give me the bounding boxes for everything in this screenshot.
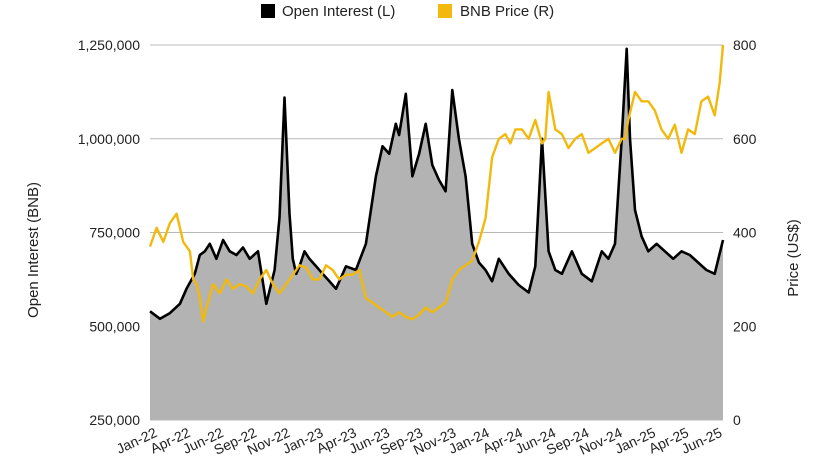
legend: Open Interest (L) BNB Price (R) bbox=[261, 3, 554, 20]
right-axis-ticks: 0 200 400 600 800 bbox=[733, 37, 757, 428]
right-tick-label: 0 bbox=[733, 412, 741, 428]
x-axis-ticks: Jan-22Apr-22Jun-22Sep-22Nov-22Jan-23Apr-… bbox=[114, 424, 725, 458]
right-tick-label: 800 bbox=[733, 37, 757, 53]
plot-area bbox=[149, 47, 725, 421]
left-tick-label: 1,250,000 bbox=[78, 37, 140, 53]
left-tick-label: 500,000 bbox=[89, 318, 140, 334]
right-tick-label: 600 bbox=[733, 131, 757, 147]
legend-label-open-interest: Open Interest (L) bbox=[282, 3, 395, 20]
legend-swatch-bnb-price bbox=[438, 4, 452, 18]
right-axis-title: Price (US$) bbox=[785, 219, 802, 297]
left-axis-title: Open Interest (BNB) bbox=[25, 182, 42, 318]
left-axis-ticks: 250,000 500,000 750,000 1,000,000 1,250,000 bbox=[78, 37, 141, 428]
legend-label-bnb-price: BNB Price (R) bbox=[460, 3, 554, 20]
left-tick-label: 1,000,000 bbox=[78, 131, 140, 147]
price-line-layer bbox=[148, 44, 725, 323]
open-interest-line bbox=[149, 47, 725, 321]
left-tick-label: 250,000 bbox=[89, 412, 140, 428]
legend-swatch-open-interest bbox=[261, 4, 275, 18]
bnb-price-line bbox=[148, 44, 725, 323]
open-interest-area bbox=[150, 48, 723, 421]
left-tick-label: 750,000 bbox=[89, 225, 140, 241]
right-tick-label: 400 bbox=[733, 225, 757, 241]
right-tick-label: 200 bbox=[733, 318, 757, 334]
